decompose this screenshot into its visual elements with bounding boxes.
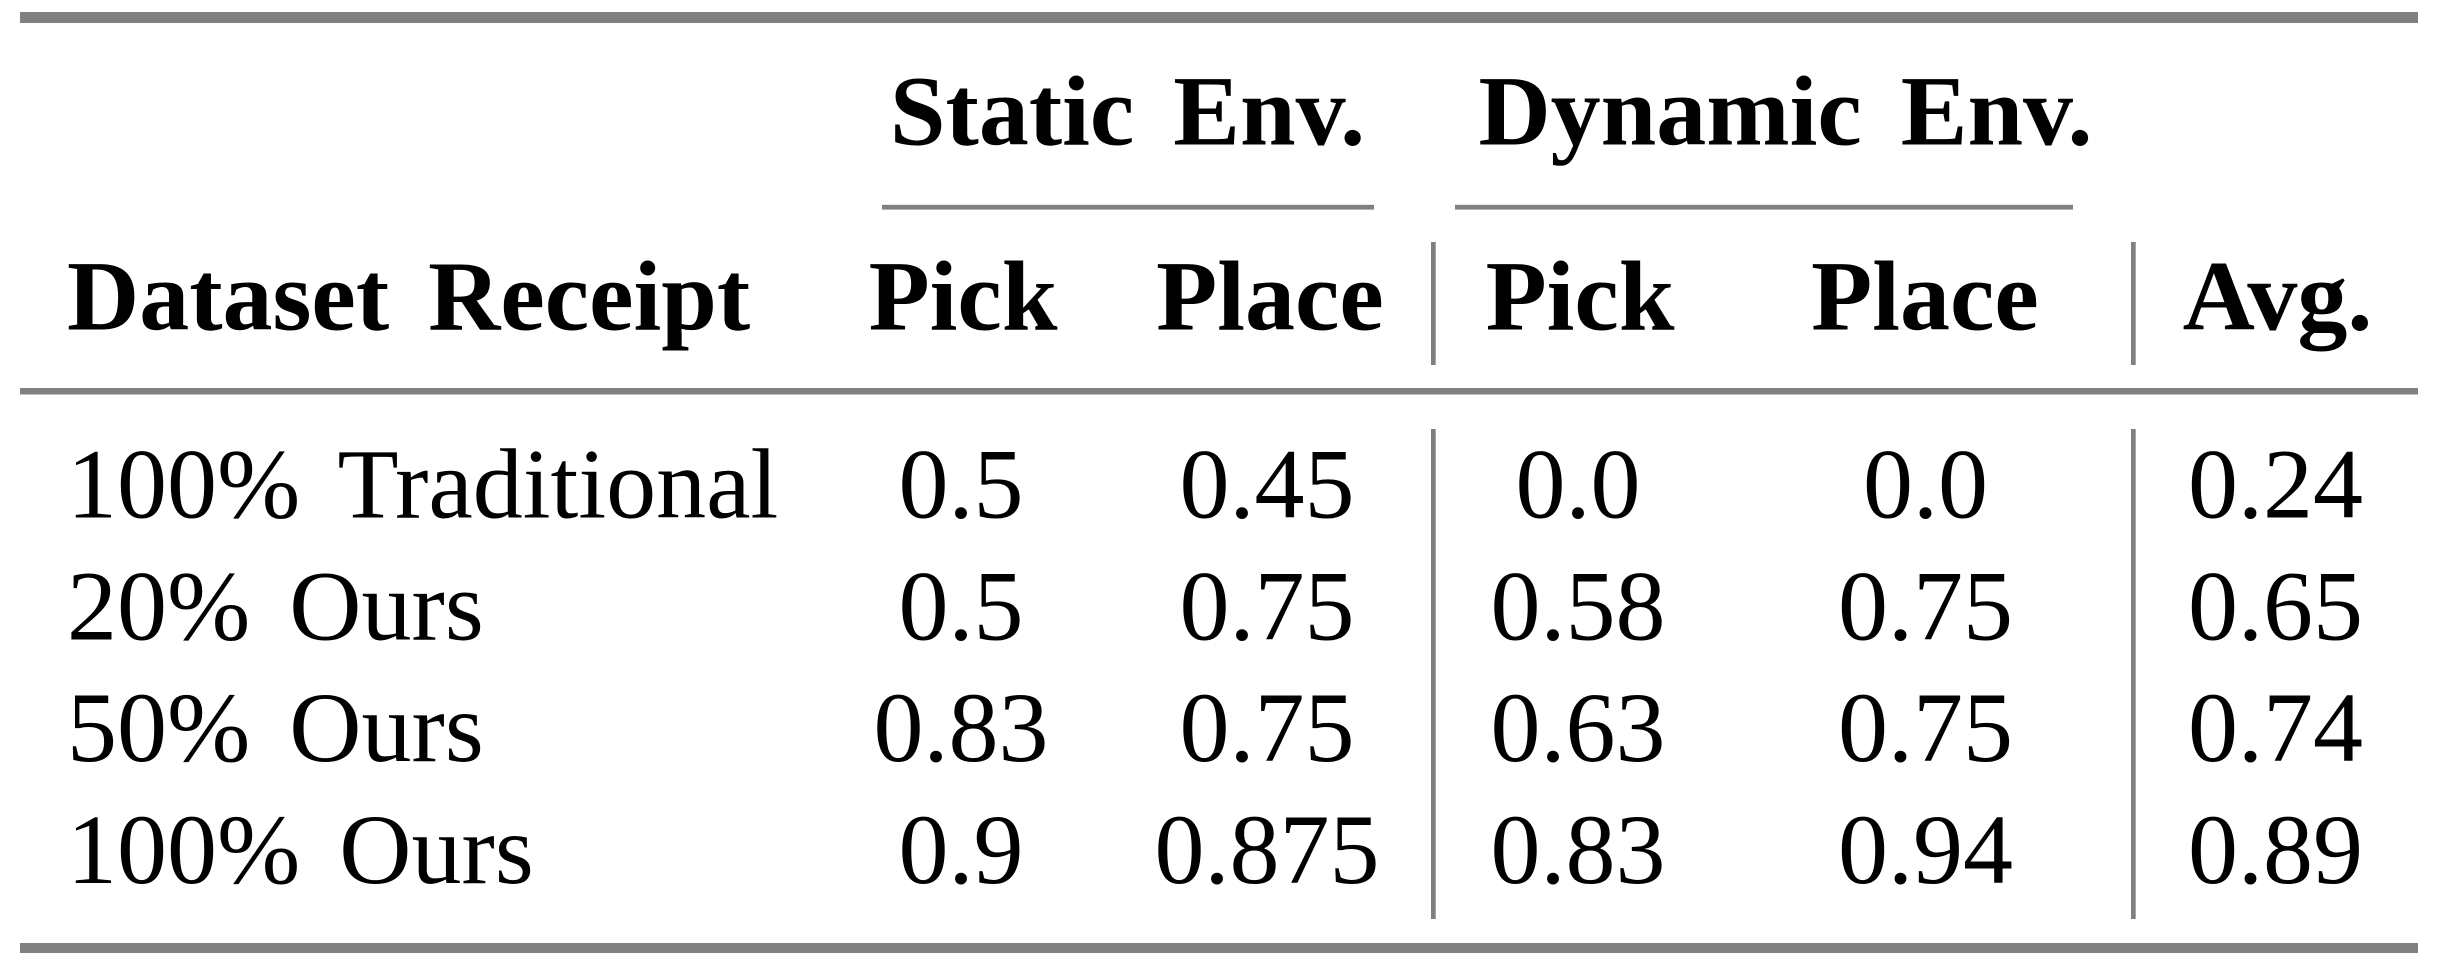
svg-text:0.58: 0.58 bbox=[1491, 550, 1666, 661]
svg-text:Dynamic Env.: Dynamic Env. bbox=[1478, 56, 2092, 167]
svg-text:0.63: 0.63 bbox=[1491, 672, 1666, 783]
svg-text:0.89: 0.89 bbox=[2188, 794, 2363, 905]
svg-text:100% Traditional: 100% Traditional bbox=[67, 429, 778, 540]
svg-text:0.75: 0.75 bbox=[1838, 672, 2013, 783]
svg-text:0.0: 0.0 bbox=[1863, 429, 1988, 540]
svg-text:Pick: Pick bbox=[1486, 241, 1675, 352]
svg-text:0.75: 0.75 bbox=[1180, 550, 1355, 661]
svg-text:0.83: 0.83 bbox=[1491, 794, 1666, 905]
svg-text:Dataset Receipt: Dataset Receipt bbox=[67, 241, 750, 352]
svg-text:0.5: 0.5 bbox=[899, 550, 1024, 661]
svg-text:0.9: 0.9 bbox=[899, 794, 1024, 905]
svg-text:Place: Place bbox=[1811, 241, 2039, 352]
svg-text:0.45: 0.45 bbox=[1180, 429, 1355, 540]
svg-text:0.875: 0.875 bbox=[1155, 794, 1380, 905]
svg-text:Place: Place bbox=[1156, 241, 1384, 352]
svg-text:Avg.: Avg. bbox=[2183, 241, 2373, 352]
svg-text:50% Ours: 50% Ours bbox=[67, 672, 484, 783]
svg-text:Pick: Pick bbox=[869, 241, 1058, 352]
svg-text:0.5: 0.5 bbox=[899, 429, 1024, 540]
svg-text:100% Ours: 100% Ours bbox=[67, 794, 534, 905]
svg-text:0.94: 0.94 bbox=[1838, 794, 2013, 905]
svg-text:0.75: 0.75 bbox=[1180, 672, 1355, 783]
svg-text:0.65: 0.65 bbox=[2188, 550, 2363, 661]
svg-text:20% Ours: 20% Ours bbox=[67, 550, 484, 661]
svg-text:0.24: 0.24 bbox=[2188, 429, 2363, 540]
svg-text:Static Env.: Static Env. bbox=[890, 56, 1365, 167]
svg-text:0.74: 0.74 bbox=[2188, 672, 2363, 783]
svg-text:0.0: 0.0 bbox=[1516, 429, 1641, 540]
svg-text:0.83: 0.83 bbox=[874, 672, 1049, 783]
svg-text:0.75: 0.75 bbox=[1838, 550, 2013, 661]
